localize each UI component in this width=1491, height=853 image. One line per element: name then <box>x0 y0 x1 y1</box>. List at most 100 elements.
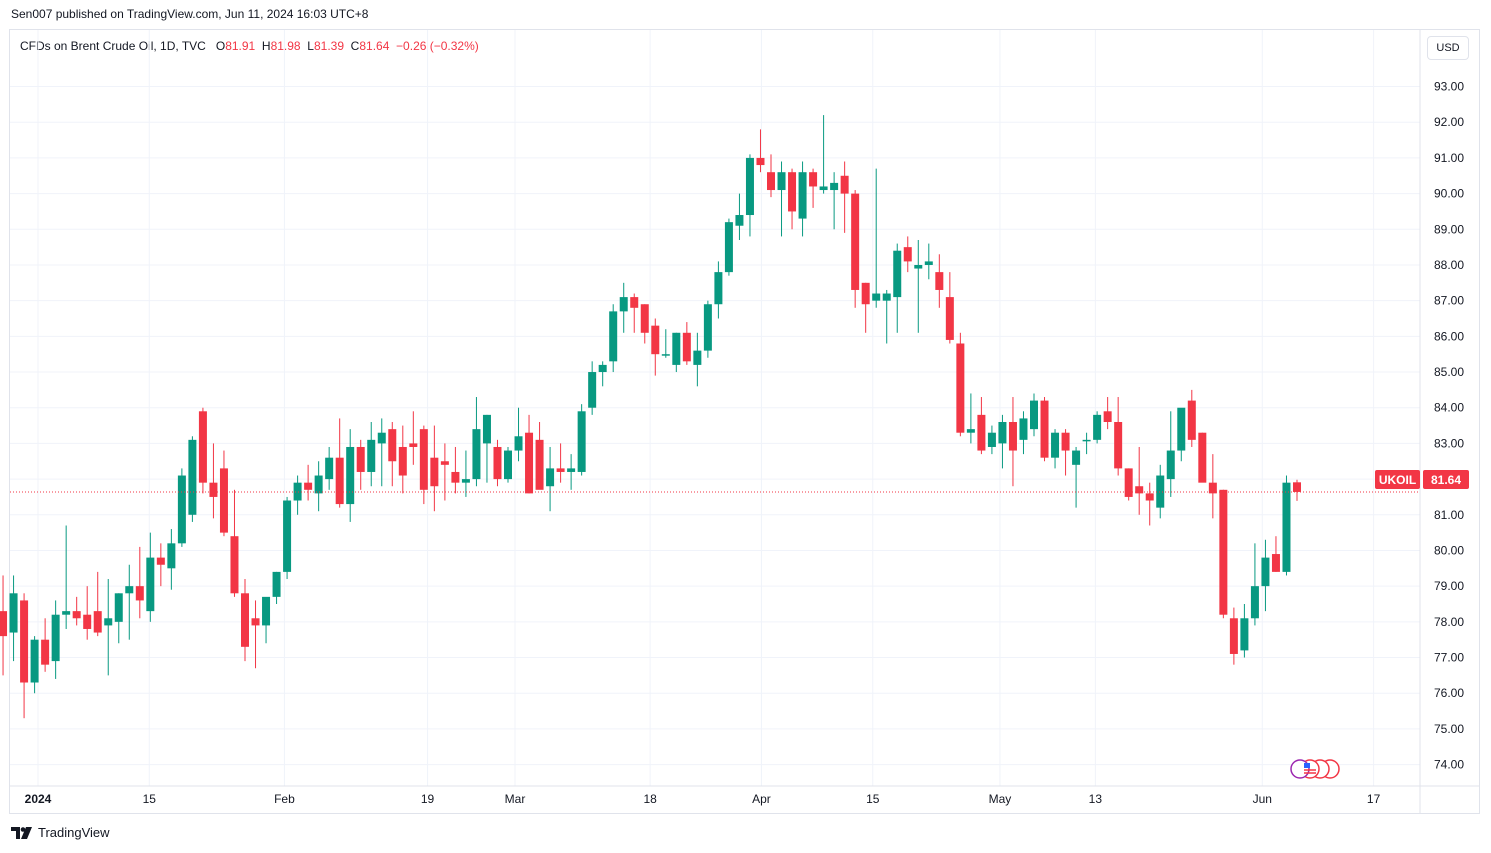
candle[interactable] <box>272 571 281 604</box>
candle[interactable] <box>735 193 744 240</box>
candle[interactable] <box>377 418 386 487</box>
candle[interactable] <box>798 161 807 237</box>
candle[interactable] <box>461 450 470 497</box>
candle[interactable] <box>20 593 29 719</box>
candle[interactable] <box>30 636 39 694</box>
candle[interactable] <box>1229 607 1238 665</box>
candle[interactable] <box>293 475 302 515</box>
tradingview-brand[interactable]: TradingView <box>11 825 110 840</box>
candle[interactable] <box>241 579 249 662</box>
candle[interactable] <box>556 443 565 483</box>
candle[interactable] <box>440 443 449 501</box>
candle[interactable] <box>745 154 754 237</box>
candle[interactable] <box>1156 464 1165 519</box>
candle[interactable] <box>767 154 775 198</box>
candle[interactable] <box>777 161 786 237</box>
candle[interactable] <box>356 439 365 490</box>
candle[interactable] <box>104 579 113 676</box>
candle[interactable] <box>809 168 818 208</box>
candle[interactable] <box>924 243 933 280</box>
candle[interactable] <box>262 596 271 644</box>
candle[interactable] <box>640 304 649 344</box>
candle[interactable] <box>335 418 344 508</box>
candle[interactable] <box>1187 389 1196 447</box>
candle[interactable] <box>325 446 334 490</box>
candle[interactable] <box>1240 604 1249 658</box>
candle[interactable] <box>1208 454 1217 519</box>
candle[interactable] <box>430 425 439 512</box>
candle[interactable] <box>577 404 586 476</box>
candle[interactable] <box>167 529 176 590</box>
candle[interactable] <box>209 443 218 519</box>
candle[interactable] <box>998 414 1007 469</box>
candle[interactable] <box>651 318 660 376</box>
candle[interactable] <box>714 261 723 319</box>
candle[interactable] <box>609 304 618 373</box>
candle[interactable] <box>588 361 597 415</box>
candle[interactable] <box>1072 446 1081 508</box>
candle[interactable] <box>872 168 881 308</box>
candle[interactable] <box>135 546 144 619</box>
candle[interactable] <box>977 397 986 455</box>
candle[interactable] <box>851 190 860 308</box>
candle[interactable] <box>903 236 912 273</box>
candle[interactable] <box>304 464 313 501</box>
candle[interactable] <box>546 446 555 512</box>
candle[interactable] <box>219 450 228 537</box>
candle[interactable] <box>388 422 397 487</box>
candle[interactable] <box>1114 397 1123 476</box>
candle[interactable] <box>1124 468 1133 501</box>
candle[interactable] <box>125 564 134 640</box>
candle[interactable] <box>1051 429 1060 469</box>
candle[interactable] <box>198 407 207 494</box>
candle[interactable] <box>893 243 902 333</box>
candle[interactable] <box>619 282 628 333</box>
candle[interactable] <box>62 525 71 629</box>
candle[interactable] <box>1177 407 1186 462</box>
candle[interactable] <box>1082 432 1091 455</box>
candle[interactable] <box>693 332 702 387</box>
candle[interactable] <box>451 446 460 494</box>
candle[interactable] <box>51 600 60 679</box>
candle[interactable] <box>598 361 607 387</box>
candle[interactable] <box>314 461 323 512</box>
candle[interactable] <box>1093 411 1102 444</box>
candle[interactable] <box>945 272 954 344</box>
candle[interactable] <box>1271 536 1280 572</box>
candle[interactable] <box>398 425 407 494</box>
candle[interactable] <box>93 571 102 637</box>
candle[interactable] <box>661 329 670 358</box>
candle[interactable] <box>703 300 712 358</box>
candle[interactable] <box>156 543 165 587</box>
currency-button[interactable]: USD <box>1427 36 1469 60</box>
candle[interactable] <box>1061 429 1070 476</box>
candle[interactable] <box>1219 489 1228 619</box>
time-axis[interactable]: 2024 15 Feb 19 Mar 18 Apr 15 May 13 Jun 17 <box>10 785 1479 806</box>
candle[interactable] <box>724 218 733 276</box>
candle[interactable] <box>1030 393 1038 437</box>
candle[interactable] <box>41 618 50 672</box>
candle[interactable] <box>1008 397 1017 487</box>
candle[interactable] <box>1040 397 1049 462</box>
candle[interactable] <box>756 129 765 173</box>
candle[interactable] <box>861 282 870 333</box>
candle[interactable] <box>1103 397 1112 430</box>
candle[interactable] <box>987 425 996 455</box>
candle[interactable] <box>9 575 18 662</box>
candle[interactable] <box>367 422 376 487</box>
candle[interactable] <box>0 575 8 676</box>
candle[interactable] <box>72 596 81 626</box>
candle[interactable] <box>472 397 481 487</box>
candle[interactable] <box>188 436 197 522</box>
candle[interactable] <box>1145 482 1154 526</box>
price-axis[interactable]: 93.00 92.00 91.00 90.00 89.00 88.00 87.00 86.00… <box>1419 30 1464 813</box>
candle[interactable] <box>251 600 260 669</box>
candle[interactable] <box>1282 475 1291 576</box>
candle[interactable] <box>1198 432 1207 483</box>
candle[interactable] <box>914 240 923 333</box>
candle[interactable] <box>482 414 491 483</box>
candle[interactable] <box>966 393 975 444</box>
candle[interactable] <box>1019 411 1028 455</box>
candle[interactable] <box>419 425 428 505</box>
candle[interactable] <box>504 446 512 483</box>
